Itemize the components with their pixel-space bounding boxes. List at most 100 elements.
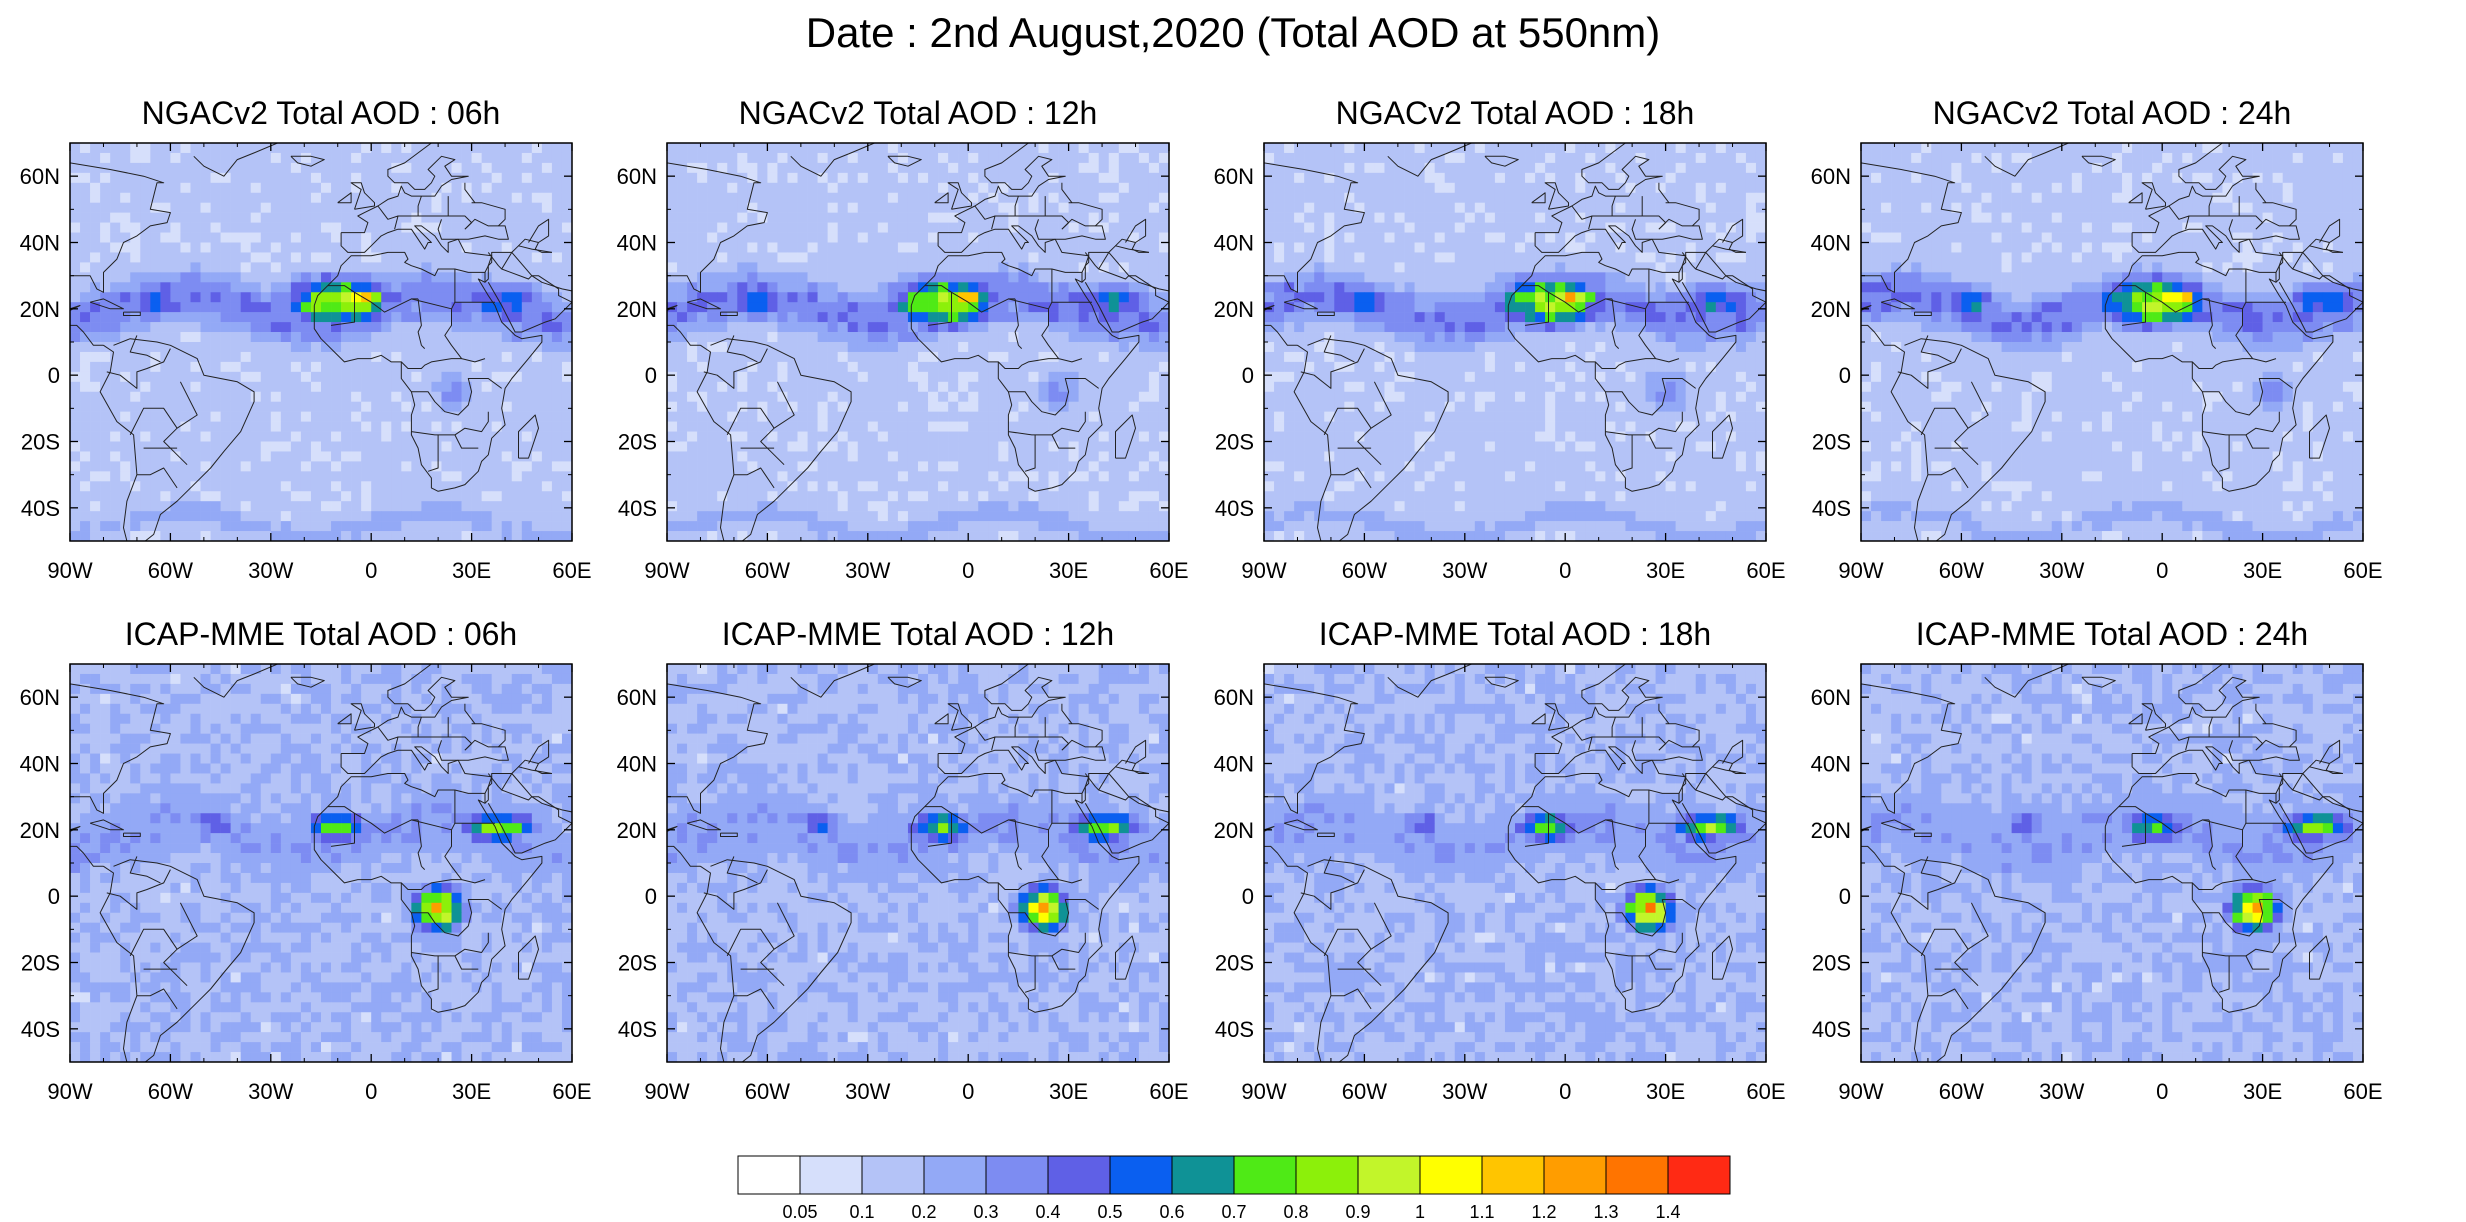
lat-tick-label: 60N (1214, 164, 1254, 189)
lat-tick-label: 20S (618, 430, 657, 455)
aod-field (667, 664, 1169, 1062)
lon-tick-label: 90W (47, 558, 92, 583)
colorbar-swatch (737, 1155, 801, 1195)
aod-field (1861, 664, 2363, 1062)
lat-tick-label: 40S (618, 1017, 657, 1042)
lon-tick-label: 0 (962, 1079, 974, 1104)
lon-tick-label: 30W (1442, 558, 1487, 583)
lon-tick-label: 30E (2243, 558, 2282, 583)
lat-tick-label: 40S (1215, 496, 1254, 521)
lat-tick-label: 20S (1812, 430, 1851, 455)
lat-tick-label: 20N (20, 818, 60, 843)
coastlines (70, 143, 572, 541)
aod-field (1264, 664, 1766, 1062)
lon-tick-label: 90W (644, 1079, 689, 1104)
lon-tick-label: 30W (2039, 558, 2084, 583)
lat-tick-label: 40N (617, 231, 657, 256)
lon-tick-label: 30E (452, 558, 491, 583)
lon-tick-label: 90W (644, 558, 689, 583)
lon-tick-label: 0 (2156, 1079, 2168, 1104)
colorbar-label: 0.6 (1159, 1202, 1184, 1222)
panel-title: ICAP-MME Total AOD : 24h (1916, 616, 2308, 652)
lon-tick-label: 60E (1149, 1079, 1188, 1104)
lat-tick-label: 0 (1242, 884, 1254, 909)
lat-tick-label: 0 (1839, 363, 1851, 388)
lat-tick-label: 40S (21, 496, 60, 521)
lon-tick-label: 90W (1838, 1079, 1883, 1104)
lon-tick-label: 30E (1646, 1079, 1685, 1104)
colorbar-swatch (1047, 1155, 1111, 1195)
lat-tick-label: 60N (20, 685, 60, 710)
colorbar-label: 0.4 (1035, 1202, 1060, 1222)
colorbar-swatch (1481, 1155, 1545, 1195)
lat-tick-label: 20S (1215, 430, 1254, 455)
panel-title: NGACv2 Total AOD : 24h (1933, 95, 2292, 131)
colorbar-label: 0.7 (1221, 1202, 1246, 1222)
lon-tick-label: 0 (962, 558, 974, 583)
panel-title: ICAP-MME Total AOD : 12h (722, 616, 1114, 652)
lon-tick-label: 90W (1838, 558, 1883, 583)
lat-tick-label: 20S (1812, 951, 1851, 976)
lon-tick-label: 0 (365, 558, 377, 583)
lon-tick-label: 60E (2343, 558, 2382, 583)
lon-tick-label: 60W (1342, 558, 1387, 583)
colorbar-swatch (1357, 1155, 1421, 1195)
lat-tick-label: 20N (617, 818, 657, 843)
colorbar-label: 1.4 (1655, 1202, 1680, 1222)
lon-tick-label: 0 (365, 1079, 377, 1104)
lat-tick-label: 0 (1839, 884, 1851, 909)
lat-tick-label: 40N (1214, 752, 1254, 777)
map-panel: 90W 60W 30W 0 30E 60E 60N 40N 20N 0 20S 40S ICAP-MME… (1214, 616, 1786, 1104)
lat-tick-label: 20S (21, 951, 60, 976)
panel-title: ICAP-MME Total AOD : 06h (125, 616, 517, 652)
colorbar-swatch (861, 1155, 925, 1195)
lat-tick-label: 0 (645, 363, 657, 388)
colorbar-swatch (1419, 1155, 1483, 1195)
panel-title: NGACv2 Total AOD : 12h (739, 95, 1098, 131)
colorbar-label: 1.2 (1531, 1202, 1556, 1222)
map-panel: 90W 60W 30W 0 30E 60E 60N 40N 20N 0 20S 40S ICAP-MME… (1811, 616, 2383, 1104)
lon-tick-label: 60W (745, 1079, 790, 1104)
map-panel: 90W 60W 30W 0 30E 60E 60N 40N 20N 0 20S 40S ICAP-MME… (617, 616, 1189, 1104)
map-panel: 90W 60W 30W 0 30E 60E 60N 40N 20N 0 20S 40S NGACv2 T… (20, 95, 592, 583)
coastlines (667, 143, 1169, 541)
lat-tick-label: 40N (20, 231, 60, 256)
colorbar-label: 1.3 (1593, 1202, 1618, 1222)
lon-tick-label: 60E (1746, 558, 1785, 583)
coastlines (1861, 664, 2363, 1062)
map-panel: 90W 60W 30W 0 30E 60E 60N 40N 20N 0 20S 40S NGACv2 T… (1214, 95, 1786, 583)
main-title: Date : 2nd August,2020 (Total AOD at 550… (805, 9, 1661, 56)
lon-tick-label: 30E (2243, 1079, 2282, 1104)
lat-tick-label: 20N (1214, 297, 1254, 322)
coastlines (1264, 143, 1766, 541)
aod-field (70, 664, 572, 1062)
lon-tick-label: 30E (452, 1079, 491, 1104)
lon-tick-label: 90W (1241, 558, 1286, 583)
lon-tick-label: 30E (1049, 1079, 1088, 1104)
panel-title: NGACv2 Total AOD : 18h (1336, 95, 1695, 131)
lon-tick-label: 30W (1442, 1079, 1487, 1104)
lon-tick-label: 90W (1241, 1079, 1286, 1104)
lat-tick-label: 0 (1242, 363, 1254, 388)
lat-tick-label: 20S (21, 430, 60, 455)
panel-title: ICAP-MME Total AOD : 18h (1319, 616, 1711, 652)
coastlines (1264, 664, 1766, 1062)
lat-tick-label: 60N (20, 164, 60, 189)
lat-tick-label: 20N (1811, 297, 1851, 322)
lat-tick-label: 60N (617, 685, 657, 710)
lat-tick-label: 60N (1214, 685, 1254, 710)
lon-tick-label: 30E (1646, 558, 1685, 583)
lat-tick-label: 60N (1811, 164, 1851, 189)
lat-tick-label: 20N (1811, 818, 1851, 843)
lon-tick-label: 90W (47, 1079, 92, 1104)
lat-tick-label: 0 (48, 363, 60, 388)
lat-tick-label: 40N (617, 752, 657, 777)
lat-tick-label: 40S (1812, 1017, 1851, 1042)
lat-tick-label: 40N (1811, 231, 1851, 256)
lon-tick-label: 60E (552, 1079, 591, 1104)
colorbar-swatch (1605, 1155, 1669, 1195)
lon-tick-label: 30W (248, 1079, 293, 1104)
aod-field (667, 143, 1169, 541)
lon-tick-label: 60E (1746, 1079, 1785, 1104)
